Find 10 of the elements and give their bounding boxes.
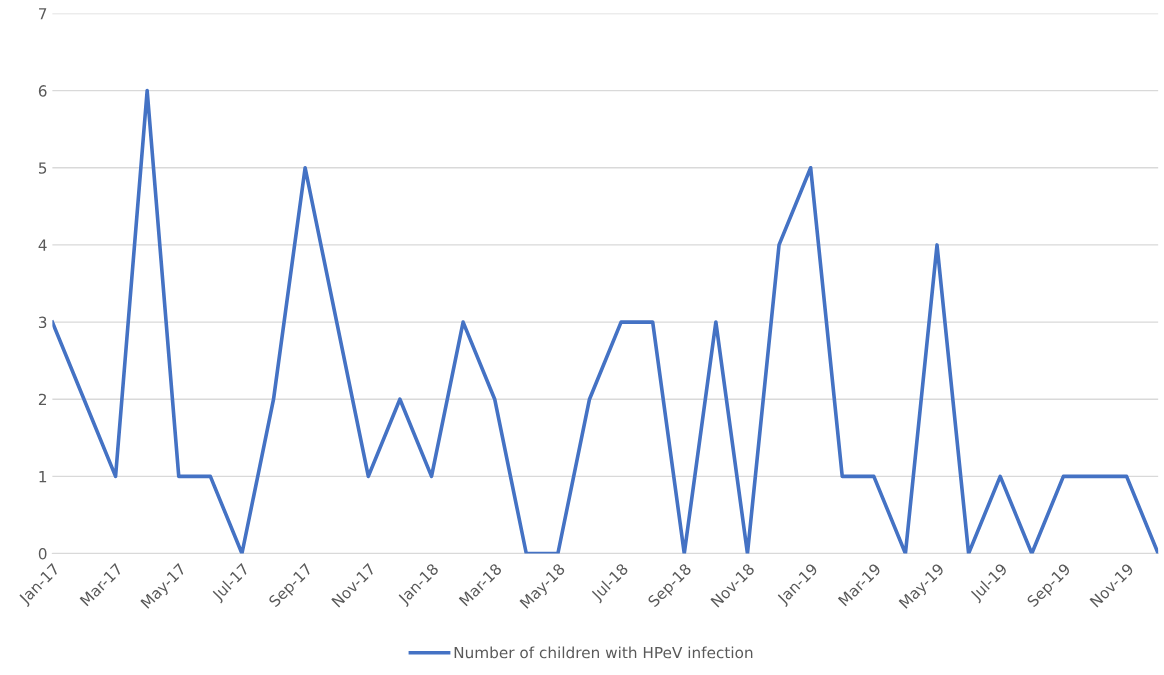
y-tick-label: 1 xyxy=(39,471,47,483)
y-tick-label: 3 xyxy=(38,316,47,329)
line-series xyxy=(52,88,1159,554)
legend-label: Number of children with HPeV infection xyxy=(454,646,753,659)
y-tick-label: 6 xyxy=(38,85,47,97)
y-tick-label: 0 xyxy=(38,547,47,560)
y-tick-label: 7 xyxy=(39,8,47,20)
y-tick-label: 4 xyxy=(38,239,47,251)
y-tick-label: 2 xyxy=(38,393,46,406)
y-tick-label: 5 xyxy=(38,162,47,174)
